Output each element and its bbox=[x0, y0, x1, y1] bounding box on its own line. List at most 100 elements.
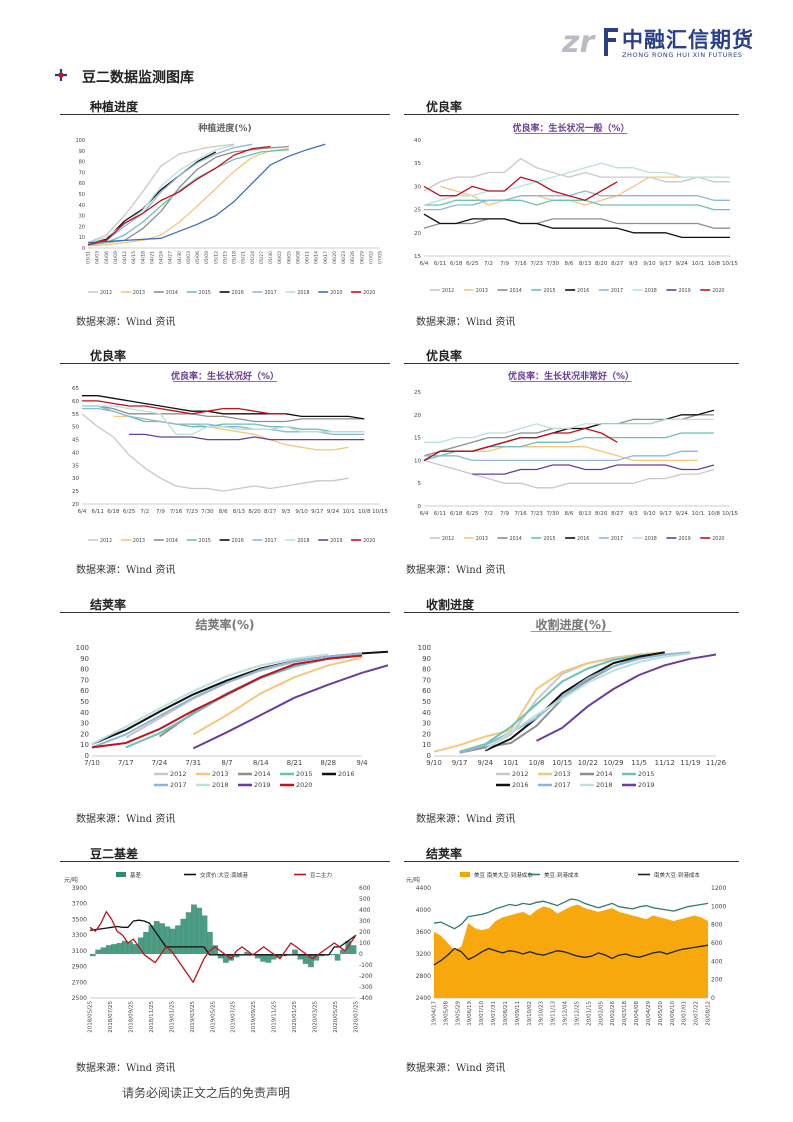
legend-label: 2012 bbox=[442, 288, 454, 294]
chart-title: 结荚率(%) bbox=[196, 617, 255, 632]
series-line-2014 bbox=[82, 405, 365, 423]
x-tick-label: 7/2 bbox=[484, 511, 493, 517]
legend-label: 2014 bbox=[510, 288, 522, 294]
basis-bar bbox=[270, 954, 277, 960]
basis-bar bbox=[137, 937, 144, 954]
x-tick-label: 10/1 bbox=[692, 511, 704, 517]
source-note: 数据来源：Wind 资讯 bbox=[76, 565, 176, 576]
basis-bar bbox=[127, 941, 133, 954]
x-tick-label: 20/04/08 bbox=[634, 1001, 640, 1026]
x-tick-label: 9/10 bbox=[643, 261, 656, 267]
series-line-2010 bbox=[87, 143, 326, 244]
x-tick-label: 05/12 bbox=[213, 251, 219, 264]
source-note: 数据来源：Wind 资讯 bbox=[406, 565, 506, 576]
panel-title-basis: 豆二基差 bbox=[90, 847, 139, 861]
x-tick-label: 19/10/23 bbox=[539, 1001, 545, 1026]
basis-bar bbox=[196, 907, 203, 954]
y-tick-label: 20 bbox=[422, 730, 431, 738]
y-tick-label: 20 bbox=[79, 224, 85, 230]
basis-bar bbox=[169, 928, 176, 954]
chart-import-cost: 2400 2800 3200 3600 4000 4400 0 200 400 600 800 100… bbox=[406, 871, 726, 1026]
x-tick-label: 8/20 bbox=[248, 509, 261, 515]
y-tick-label: 70 bbox=[80, 676, 89, 684]
legend-label: 2012 bbox=[100, 538, 112, 544]
y-right-tick-label: -100 bbox=[359, 962, 373, 969]
y-tick-label: 25 bbox=[72, 489, 79, 495]
x-tick-label: 10/8 bbox=[358, 509, 371, 515]
x-tick-label: 7/24 bbox=[152, 759, 168, 767]
y-tick-label: 2900 bbox=[72, 964, 87, 971]
legend-label: 2018 bbox=[297, 290, 309, 296]
basis-bar bbox=[313, 954, 320, 961]
x-tick-label: 04/24 bbox=[159, 251, 165, 264]
legend-label: 豆二主力 bbox=[310, 871, 332, 879]
legend-label: 2015 bbox=[296, 770, 313, 778]
y-right-tick-label: 1000 bbox=[711, 903, 726, 910]
source-note: 数据来源：Wind 资讯 bbox=[76, 814, 176, 825]
x-tick-label: 06/08 bbox=[295, 251, 301, 264]
x-tick-label: 7/17 bbox=[118, 759, 134, 767]
series-line-2019 bbox=[536, 653, 717, 742]
x-tick-label: 7/10 bbox=[84, 759, 100, 767]
y-tick-label: 100 bbox=[75, 138, 85, 144]
y-tick-label: 90 bbox=[80, 655, 89, 663]
y-axis-unit: 元/吨 bbox=[64, 876, 78, 884]
legend-label: 交货价:大豆:南城港 bbox=[200, 871, 248, 879]
x-tick-label: 07/05 bbox=[378, 251, 384, 264]
y-right-tick-label: 400 bbox=[711, 958, 723, 965]
x-tick-label: 2020/07/25 bbox=[354, 1001, 360, 1033]
y-tick-label: 5 bbox=[418, 481, 422, 487]
x-tick-label: 2020/03/25 bbox=[313, 1001, 319, 1033]
x-tick-label: 19/10/02 bbox=[527, 1001, 533, 1026]
x-tick-label: 2019/09/25 bbox=[251, 1001, 257, 1033]
y-tick-label: 80 bbox=[422, 666, 431, 674]
y-right-tick-label: -200 bbox=[359, 973, 373, 980]
basis-bar bbox=[191, 904, 197, 954]
x-tick-label: 9/24 bbox=[676, 511, 689, 517]
y-tick-label: 40 bbox=[79, 203, 85, 209]
y-tick-label: 3500 bbox=[72, 916, 87, 923]
legend-label: 2012 bbox=[170, 770, 187, 778]
series-line-2016 bbox=[484, 651, 665, 752]
y-right-tick-label: -400 bbox=[359, 995, 373, 1002]
x-tick-label: 6/11 bbox=[434, 261, 446, 267]
x-tick-label: 04/18 bbox=[140, 251, 146, 264]
x-tick-label: 7/2 bbox=[484, 261, 493, 267]
legend-label: 2015 bbox=[543, 288, 555, 294]
basis-bar bbox=[233, 954, 240, 958]
x-tick-label: 19/07/10 bbox=[479, 1001, 485, 1026]
x-tick-label: 06/29 bbox=[359, 251, 365, 264]
y-tick-label: 100 bbox=[76, 644, 89, 652]
series-line-2017 bbox=[424, 450, 698, 462]
legend-label: 2017 bbox=[554, 781, 571, 789]
x-tick-label: 9/3 bbox=[281, 509, 290, 515]
x-tick-label: 05/09 bbox=[204, 251, 210, 264]
y-tick-label: 35 bbox=[72, 463, 79, 469]
y-tick-label: 60 bbox=[80, 687, 89, 695]
legend-swatch bbox=[116, 872, 126, 877]
legend-label: 2018 bbox=[212, 781, 229, 789]
x-tick-label: 8/27 bbox=[264, 509, 277, 515]
panel-divider bbox=[60, 861, 390, 862]
x-tick-label: 7/23 bbox=[531, 511, 544, 517]
basis-bar bbox=[143, 932, 149, 954]
x-tick-label: 2019/07/25 bbox=[231, 1001, 237, 1033]
chart-podding: 结荚率(%) 0 10 20 30 40 50 60 70 80 90 100 7/10 7/17 7/24… bbox=[76, 617, 388, 789]
y-right-tick-label: 500 bbox=[359, 896, 371, 903]
series-line-2016 bbox=[82, 395, 365, 420]
x-tick-label: 8/28 bbox=[320, 759, 336, 767]
legend-label: 2016 bbox=[232, 538, 244, 544]
legend-label: 2018 bbox=[645, 536, 657, 542]
basis-bar bbox=[260, 954, 266, 962]
series-line-2014 bbox=[459, 652, 665, 754]
x-tick-label: 2018/09/25 bbox=[128, 1001, 134, 1033]
series-line-2012 bbox=[423, 459, 715, 489]
y-tick-label: 60 bbox=[422, 687, 431, 695]
chart-harvest: 收割进度(%) 0 10 20 30 40 50 60 70 80 90 100 9/10 9/17 9/2… bbox=[418, 617, 727, 789]
panel-divider bbox=[60, 612, 390, 613]
x-tick-label: 6/25 bbox=[123, 509, 136, 515]
x-tick-label: 19/04/17 bbox=[432, 1001, 438, 1026]
series-line-2013 bbox=[87, 147, 289, 247]
section-title: 豆二数据监测图库 bbox=[82, 70, 194, 86]
series-line-2013 bbox=[439, 446, 698, 462]
